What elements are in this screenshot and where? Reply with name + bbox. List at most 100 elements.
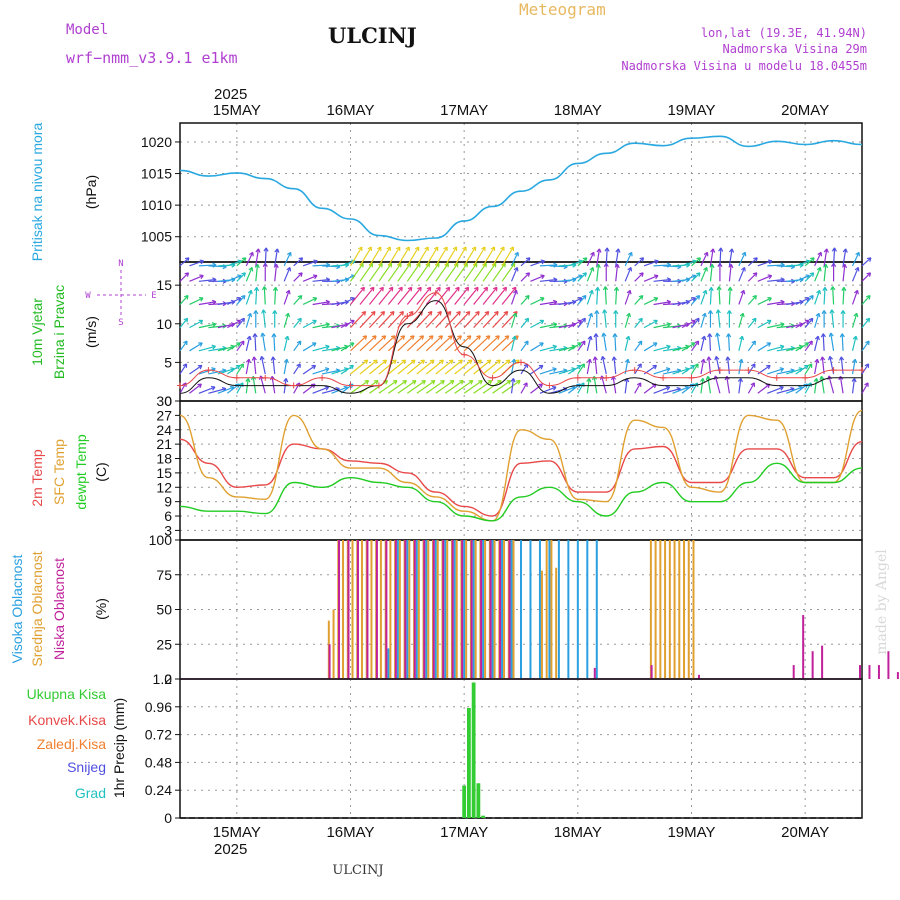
wind-arrowhead — [211, 367, 216, 373]
wind-arrowhead — [350, 319, 355, 325]
wind-arrowhead — [495, 335, 500, 340]
wind-arrowhead — [325, 322, 330, 328]
top-tick-20may: 20MAY — [781, 102, 829, 119]
wind-arrow — [378, 359, 397, 375]
wind-arrow — [700, 252, 708, 267]
wind-arrow — [681, 275, 697, 282]
panels: 1005101010151020051015369121518212427300… — [141, 122, 899, 826]
wind-arrowhead — [259, 355, 265, 361]
wind-arrowhead — [382, 359, 388, 365]
wind-arrowhead — [367, 246, 372, 252]
wind-arrowhead — [737, 378, 743, 383]
wind-arrowhead — [637, 340, 643, 346]
wind-arrowhead — [823, 248, 829, 253]
wind-arrow — [473, 335, 491, 352]
wind-arrowhead — [779, 367, 785, 373]
wind-arrowhead — [829, 309, 835, 314]
wind-arrowhead — [653, 319, 658, 325]
wind-arrow — [804, 257, 815, 267]
wind-arrow — [738, 290, 745, 305]
wind-arrowhead — [240, 317, 245, 323]
model-label: Model — [66, 22, 108, 38]
wind-compass: N S W E — [85, 259, 156, 328]
wind-arrow — [397, 246, 410, 267]
wind-arrowhead — [779, 385, 784, 391]
wind-arrowhead — [810, 257, 815, 262]
wind-arrowhead — [590, 251, 595, 257]
wind-arrowhead — [240, 294, 246, 300]
wind-arrowhead — [690, 342, 696, 347]
wind-arrow — [691, 295, 700, 305]
wind-arrowhead — [409, 335, 415, 340]
wind-arrow — [795, 275, 810, 282]
wind-arrowhead — [703, 266, 708, 272]
wind-arrow — [387, 246, 401, 267]
wind-arrow — [820, 376, 825, 394]
wind-arrow — [776, 369, 795, 375]
wind-arrow — [814, 313, 820, 328]
wind-arrow — [510, 290, 518, 305]
wind-arrowhead — [447, 335, 453, 340]
sfc-ylabel: SFC Temp — [51, 439, 67, 505]
wind-arrow — [387, 335, 405, 352]
wind-gust-marker — [205, 367, 212, 374]
wind-arrow — [501, 286, 517, 305]
wind-arrow — [716, 332, 721, 351]
wind-arrowhead — [596, 248, 602, 253]
wind-arrow — [718, 286, 721, 305]
wind-arrow — [492, 286, 507, 305]
wind-arrow — [757, 342, 771, 352]
wind-arrow — [406, 380, 426, 394]
wind-arrowhead — [211, 344, 216, 350]
wind-arrow — [662, 388, 681, 394]
wind-arrow — [444, 335, 462, 352]
wind-arrow — [747, 340, 756, 352]
wind-arrow — [757, 260, 773, 267]
wind-arrow — [596, 287, 599, 305]
wind-arrowhead — [779, 344, 785, 350]
wind-arrowhead — [694, 363, 699, 368]
wind-arrowhead — [804, 319, 810, 325]
wind-arrow — [425, 359, 444, 375]
wind-gust-marker — [404, 313, 411, 320]
wind-arrow — [208, 388, 226, 394]
wind-arrow — [482, 311, 499, 329]
temp-unit: (C) — [93, 462, 109, 481]
wind-arrowhead — [695, 272, 701, 277]
model-name: wrf−nmm_v3.9.1 e1km — [66, 49, 238, 67]
ytick-label: 6 — [164, 508, 172, 524]
wind-arrowhead — [448, 359, 454, 365]
wind-gust-marker — [603, 374, 610, 381]
wind-arrowhead — [253, 286, 260, 292]
wind-arrow — [530, 297, 545, 306]
wind-arrow — [624, 336, 630, 351]
wind-arrowhead — [751, 317, 757, 323]
wind-arrow — [653, 386, 670, 394]
wind-arrowhead — [666, 344, 671, 350]
wind-arrow — [510, 267, 518, 282]
temp-line-t2m — [179, 438, 863, 517]
wind-arrowhead — [695, 294, 701, 300]
wind-arrowhead — [551, 385, 557, 391]
wind-arrow — [804, 295, 814, 305]
wind-arrow — [530, 260, 545, 267]
wind-gust-marker — [518, 359, 524, 366]
wind-arrow — [510, 359, 515, 375]
wind-arrowhead — [362, 335, 368, 340]
wind-arrowhead — [816, 289, 822, 295]
wind-arrowhead — [198, 297, 204, 302]
wind-arrow — [601, 375, 607, 394]
precip-bar — [467, 707, 471, 818]
wind-arrowhead — [588, 289, 594, 295]
wind-arrow — [558, 264, 577, 267]
wind-arrow — [653, 264, 671, 267]
wind-arrow — [245, 290, 252, 305]
wind-arrow — [795, 342, 809, 352]
wind-arrow — [747, 295, 757, 305]
wind-arrowhead — [390, 335, 396, 340]
wind-arrowhead — [312, 297, 318, 302]
wind-arrowhead — [814, 335, 820, 341]
wind-arrowhead — [283, 378, 289, 383]
wind-arrowhead — [241, 272, 246, 277]
